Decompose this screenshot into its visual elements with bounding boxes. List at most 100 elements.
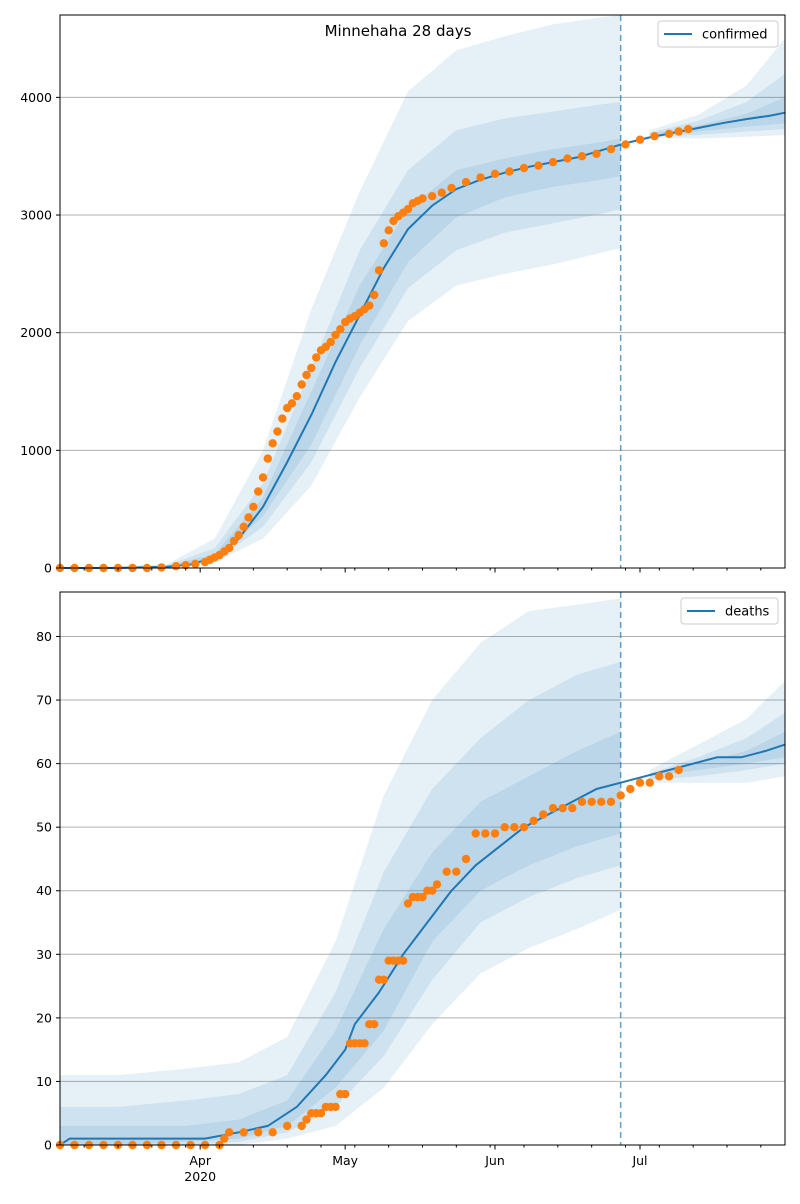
y-tick-label: 0 bbox=[44, 561, 52, 576]
confirmed-observed-point bbox=[234, 530, 243, 540]
deaths-observed-point bbox=[558, 803, 567, 813]
y-tick-label: 40 bbox=[36, 883, 52, 898]
deaths-observed-point bbox=[577, 797, 587, 806]
y-tick-label: 60 bbox=[36, 756, 52, 771]
y-tick-label: 50 bbox=[36, 820, 52, 835]
confirmed-band-middle bbox=[649, 73, 785, 137]
deaths-observed-point bbox=[461, 854, 471, 864]
deaths-observed-point bbox=[510, 823, 519, 832]
confirmed-observed-point bbox=[461, 177, 471, 187]
confirmed-observed-point bbox=[244, 513, 253, 522]
confirmed-panel: 0 1000 2000 3000 4000 Minnehaha 28 days conf… bbox=[20, 14, 786, 576]
deaths-observed-point bbox=[225, 1128, 234, 1137]
confirmed-observed-point bbox=[505, 167, 514, 176]
deaths-observed-point bbox=[626, 784, 635, 794]
deaths-observed-point bbox=[331, 1102, 340, 1112]
confirmed-observed-point bbox=[370, 290, 379, 300]
deaths-observed-point bbox=[370, 1019, 379, 1029]
y-tick-label: 1000 bbox=[20, 443, 52, 458]
confirmed-observed-point bbox=[476, 173, 485, 182]
deaths-observed-point bbox=[519, 823, 529, 832]
confirmed-observed-point bbox=[258, 473, 268, 482]
confirmed-observed-point bbox=[418, 194, 427, 203]
confirmed-band-inner bbox=[649, 97, 785, 135]
confirmed-observed-point bbox=[577, 152, 587, 161]
confirmed-observed-point bbox=[592, 149, 601, 158]
confirmed-observed-point bbox=[249, 502, 258, 511]
deaths-observed-point bbox=[587, 797, 596, 806]
deaths-band-inner bbox=[649, 731, 785, 777]
confirmed-observed-point bbox=[171, 562, 181, 571]
confirmed-observed-point bbox=[519, 163, 529, 173]
confirmed-observed-point bbox=[278, 414, 287, 423]
deaths-observed-point bbox=[664, 772, 674, 781]
confirmed-observed-point bbox=[365, 301, 374, 310]
y-tick-label: 3000 bbox=[20, 208, 52, 223]
deaths-observed-point bbox=[452, 867, 461, 876]
x-tick-label: Jul bbox=[631, 1153, 647, 1168]
deaths-observed-point bbox=[606, 797, 616, 806]
deaths-panel: 0 10 20 30 40 50 60 70 80 Apr May Jun Jul 2020 death… bbox=[36, 591, 786, 1184]
confirmed-observed-point bbox=[268, 439, 277, 448]
confirmed-observed-point bbox=[254, 487, 263, 496]
deaths-observed-point bbox=[428, 886, 437, 895]
deaths-observed-point bbox=[490, 829, 500, 838]
confirmed-band-middle bbox=[60, 102, 621, 568]
confirmed-observed-point bbox=[437, 188, 446, 197]
confirmed-observed-point bbox=[650, 132, 659, 141]
deaths-band-middle bbox=[649, 712, 785, 780]
confirmed-observed-point bbox=[263, 454, 272, 463]
deaths-observed-point bbox=[239, 1128, 248, 1137]
confirmed-observed-point bbox=[621, 140, 630, 149]
confirmed-legend-label: confirmed bbox=[702, 28, 768, 43]
confirmed-observed-point bbox=[302, 370, 311, 380]
deaths-band-inner bbox=[60, 731, 621, 1145]
deaths-observed-point bbox=[529, 816, 538, 825]
confirmed-observed-point bbox=[326, 337, 335, 347]
deaths-observed-point bbox=[341, 1089, 350, 1099]
confirmed-observed-point bbox=[273, 427, 282, 436]
deaths-observed-point bbox=[568, 803, 577, 813]
confirmed-observed-point bbox=[563, 154, 572, 163]
deaths-observed-point bbox=[645, 778, 654, 787]
deaths-band-outer bbox=[60, 598, 621, 1145]
confirmed-observed-point bbox=[307, 363, 316, 373]
y-tick-label: 20 bbox=[36, 1010, 52, 1025]
deaths-observed-point bbox=[655, 772, 664, 781]
confirmed-observed-point bbox=[403, 204, 413, 214]
deaths-legend: deaths bbox=[680, 597, 779, 625]
confirmed-observed-point bbox=[181, 560, 190, 570]
deaths-observed-point bbox=[360, 1039, 369, 1048]
confirmed-observed-point bbox=[157, 563, 166, 572]
confirmed-observed-point bbox=[548, 157, 558, 167]
confirmed-observed-point bbox=[191, 559, 200, 569]
x-tick-label: May bbox=[332, 1153, 358, 1168]
deaths-observed-point bbox=[399, 956, 408, 965]
y-tick-label: 4000 bbox=[20, 90, 52, 105]
deaths-observed-point bbox=[297, 1121, 306, 1131]
confirmed-observed-point bbox=[428, 192, 437, 201]
deaths-observed-point bbox=[220, 1134, 229, 1143]
deaths-observed-point bbox=[268, 1128, 277, 1137]
y-tick-label: 10 bbox=[36, 1074, 52, 1089]
confirmed-observed-point bbox=[447, 183, 456, 193]
deaths-band-middle bbox=[60, 661, 621, 1145]
confirmed-observed-point bbox=[312, 353, 321, 362]
y-tick-label: 0 bbox=[44, 1138, 52, 1153]
x-tick-label: Apr bbox=[189, 1153, 211, 1168]
deaths-band-outer bbox=[649, 681, 785, 783]
confirmed-observed-point bbox=[229, 536, 239, 546]
deaths-observed-point bbox=[500, 823, 509, 832]
deaths-observed-point bbox=[481, 829, 490, 838]
confirmed-observed-point bbox=[239, 522, 248, 531]
confirmed-observed-point bbox=[225, 543, 234, 553]
confirmed-observed-point bbox=[297, 380, 306, 389]
y-tick-label: 30 bbox=[36, 947, 52, 962]
confirmed-observed-point bbox=[379, 239, 388, 248]
deaths-legend-label: deaths bbox=[725, 605, 770, 620]
y-tick-label: 80 bbox=[36, 629, 52, 644]
deaths-observed-point bbox=[539, 810, 548, 819]
deaths-observed-point bbox=[316, 1109, 326, 1118]
deaths-observed-point bbox=[302, 1115, 311, 1124]
